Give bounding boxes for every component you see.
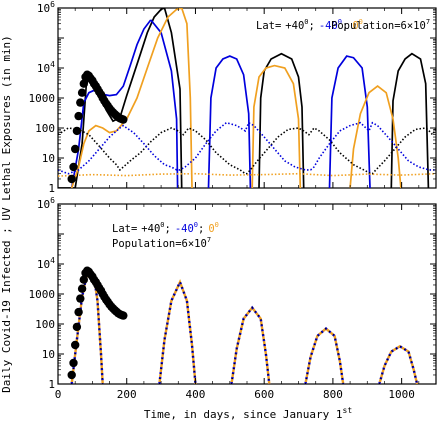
bottom-wave-lat0	[378, 344, 419, 384]
bottom-x-tick-label: 800	[323, 388, 343, 401]
top-series-inf_0-segment	[251, 64, 302, 188]
top-observed-point	[79, 79, 89, 88]
bottom-wave-latplus40	[304, 327, 344, 384]
top-observed-point	[72, 126, 82, 136]
top-y-tick-label: 10	[42, 152, 55, 165]
bottom-y-tick-label: 106	[37, 196, 55, 211]
top-y-tick-label: 100	[35, 122, 55, 135]
bottom-legend-population: Population=6×107	[112, 236, 211, 250]
bottom-y-tick-label: 104	[37, 256, 55, 271]
top-series-inf_m40-segment	[150, 19, 179, 188]
top-legend-lat-0: 0	[352, 20, 358, 32]
top-series-uv_0	[58, 172, 436, 177]
panel-bottom-x-ticks: 0 200 400 600 800 1000	[55, 204, 437, 401]
top-y-tick-label: 104	[37, 60, 55, 75]
bottom-observed-point	[119, 311, 128, 320]
bottom-y-tick-label: 100	[35, 318, 55, 331]
top-legend-deg-plus40: 0	[304, 18, 308, 26]
bottom-y-tick-label: 1000	[29, 288, 56, 301]
bottom-observed-point	[76, 294, 85, 303]
top-series-inf_p40-segment	[258, 52, 305, 188]
x-axis-title: Time, in days, since January 1st	[144, 406, 353, 421]
top-legend-sep2: ;	[342, 20, 348, 32]
top-series-inf_0-segment	[180, 8, 193, 188]
bottom-observed-point	[77, 284, 87, 293]
top-series-inf_p40-segment	[163, 8, 183, 188]
x-axis-title-sup: st	[343, 406, 353, 415]
bottom-wave-latplus40	[230, 306, 270, 384]
top-observed-point	[71, 144, 80, 154]
bottom-x-tick-label: 1000	[388, 388, 415, 401]
top-legend-sep1: ;	[308, 20, 314, 32]
top-legend-population-text: Population=6×10	[331, 20, 426, 32]
top-legend-population: Population=6×107	[331, 18, 430, 32]
panel-top-observed	[67, 70, 128, 184]
panel-top-x-ticks	[57, 8, 437, 188]
bottom-legend-population-text: Population=6×10	[112, 238, 207, 250]
top-observed-point	[119, 115, 128, 124]
bottom-observed-point	[72, 322, 82, 332]
panel-bottom-observed	[67, 266, 128, 380]
bottom-x-tick-label: 600	[254, 388, 274, 401]
top-observed-point	[76, 98, 85, 107]
bottom-legend-lat-plus40: +40	[141, 223, 160, 235]
y-axis-title: Daily Covid-19 Infected ; UV Lethal Expo…	[0, 35, 13, 393]
top-series-inf_p40-segment	[390, 52, 430, 188]
top-series-inf_m40-segment	[328, 55, 371, 188]
bottom-legend-lat-prefix: Lat=	[112, 223, 137, 235]
top-series-uv_p40	[58, 126, 436, 175]
bottom-legend: Lat= +400; -400; 00	[112, 221, 219, 235]
bottom-legend-sep2: ;	[198, 223, 204, 235]
bottom-wave-lat0	[304, 327, 345, 384]
top-legend-lat-plus40: +40	[285, 20, 304, 32]
top-y-tick-label: 106	[37, 0, 55, 15]
top-legend-deg-minus40: 0	[338, 18, 342, 26]
panel-bottom: 1 10 100 1000 104 106 0 200 400 600 800 1000 Lat= +…	[29, 196, 437, 401]
bottom-x-tick-label: 200	[117, 388, 137, 401]
top-series-inf_0-segment	[349, 85, 402, 188]
top-series-inf_m40-segment	[207, 55, 252, 188]
top-series-inf_p40	[58, 8, 165, 188]
bottom-x-tick-label: 400	[186, 388, 206, 401]
bottom-observed-point	[71, 340, 80, 350]
bottom-legend-deg-plus40: 0	[160, 221, 164, 229]
bottom-y-tick-label: 10	[42, 348, 55, 361]
top-series-inf_0	[70, 8, 182, 188]
bottom-observed-point	[67, 370, 76, 380]
bottom-legend-sep1: ;	[164, 223, 170, 235]
top-observed-point	[74, 111, 83, 121]
top-legend: Lat= +400; -400; 00	[256, 18, 363, 32]
bottom-legend-lat-minus40: -40	[175, 223, 194, 235]
bottom-legend-population-exp: 7	[207, 236, 211, 244]
bottom-y-tick-label: 1	[48, 378, 55, 391]
top-y-tick-label: 1000	[29, 92, 56, 105]
bottom-legend-deg-minus40: 0	[194, 221, 198, 229]
top-y-tick-label: 1	[48, 182, 55, 195]
top-series-uv_m40	[58, 121, 436, 175]
top-legend-population-exp: 7	[426, 18, 430, 26]
top-observed-point	[77, 88, 87, 97]
bottom-wave-lat0	[158, 278, 197, 384]
x-axis-title-main: Time, in days, since January 1	[144, 408, 343, 421]
top-observed-point	[67, 174, 76, 184]
bottom-observed-point	[79, 275, 89, 284]
top-legend-lat-minus40: -40	[319, 20, 338, 32]
top-series-inf_m40	[70, 19, 152, 188]
panel-top-series	[58, 8, 436, 188]
bottom-legend-deg-0: 0	[215, 221, 219, 229]
panel-bottom-y-ticks: 1 10 100 1000 104 106	[29, 196, 436, 391]
top-legend-deg-0: 0	[359, 18, 363, 26]
top-observed-point	[69, 162, 78, 172]
bottom-observed-point	[74, 307, 83, 317]
panel-top-y-ticks: 1 10 100 1000 104 106	[29, 0, 436, 195]
bottom-x-tick-label: 0	[55, 388, 62, 401]
bottom-observed-point	[69, 358, 78, 368]
bottom-legend-lat-0: 0	[208, 223, 214, 235]
panel-bottom-series	[70, 268, 419, 384]
top-legend-lat-prefix: Lat=	[256, 20, 281, 32]
